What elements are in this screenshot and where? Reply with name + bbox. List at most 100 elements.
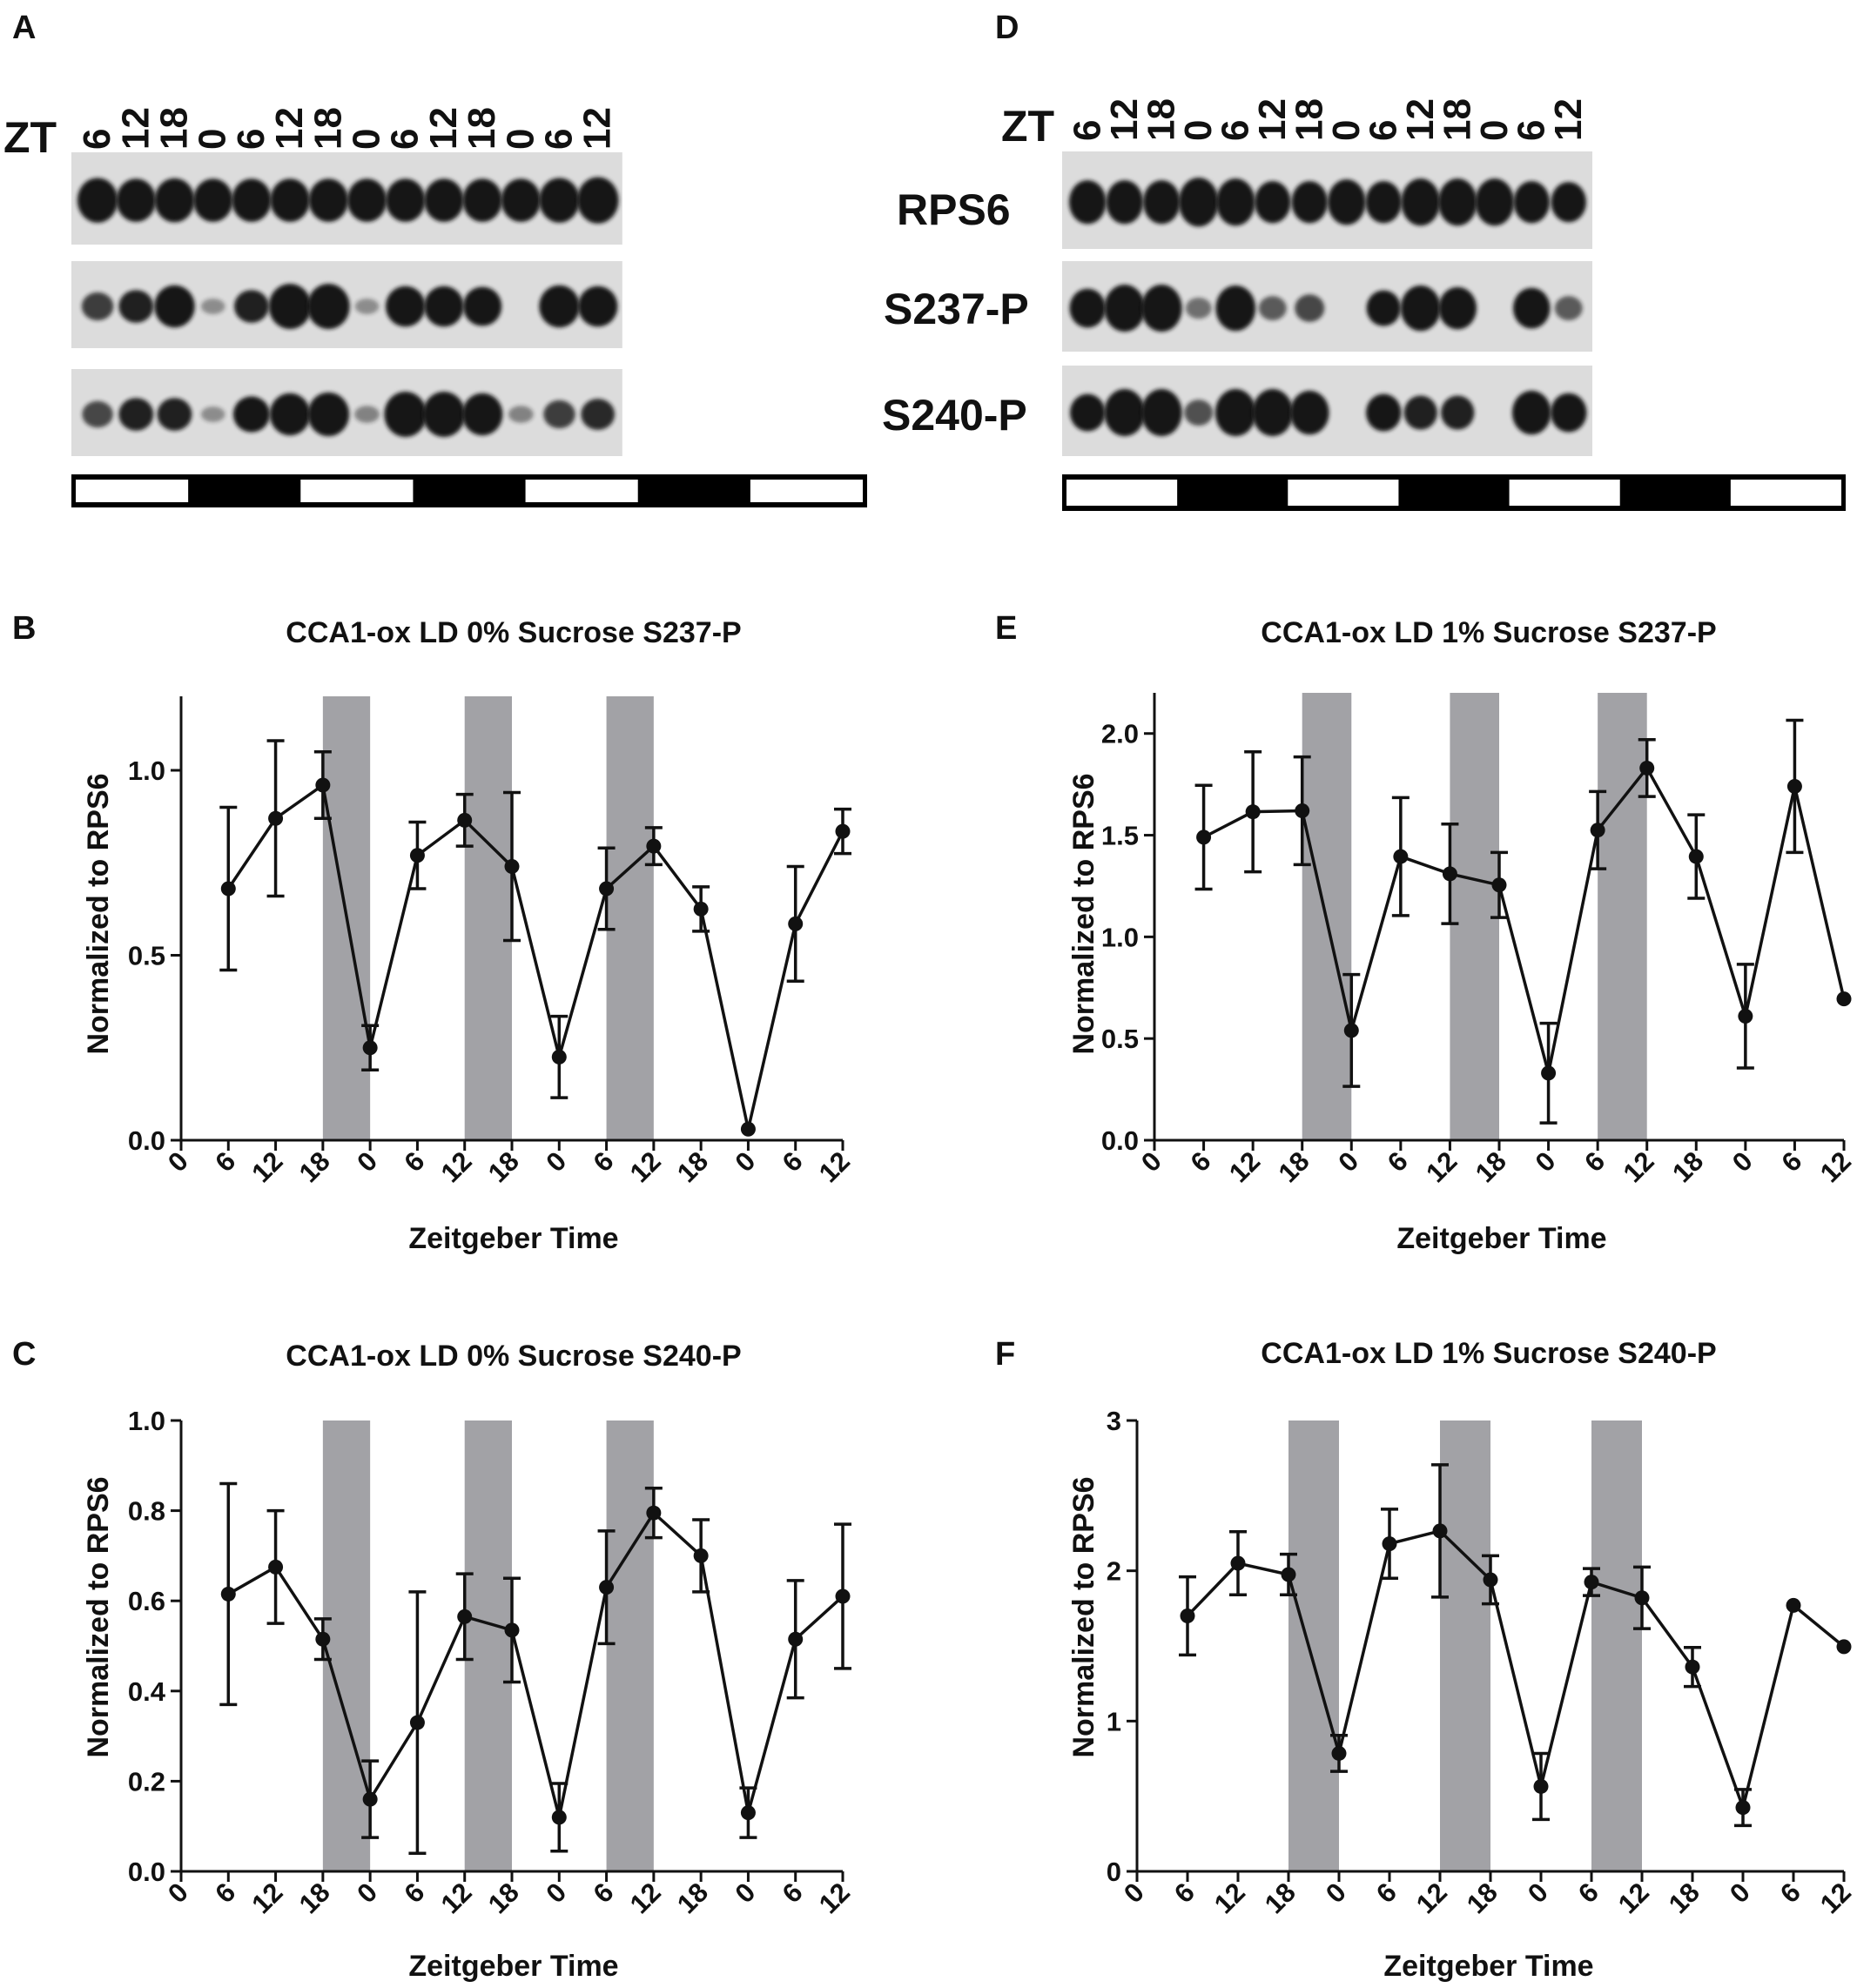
data-point	[457, 1609, 473, 1624]
blot-band	[1400, 285, 1441, 332]
x-tick-label: 6	[1168, 1877, 1201, 1909]
lane-label: 18	[306, 107, 349, 150]
x-tick-label: 12	[1223, 1145, 1266, 1188]
x-tick-label: 12	[1814, 1877, 1857, 1919]
lane-label: 0	[499, 129, 542, 150]
x-tick-label: 0	[1726, 1145, 1759, 1178]
panel-letter-c: C	[12, 1336, 36, 1373]
x-tick-label: 6	[1572, 1877, 1605, 1909]
y-tick-label: 1.0	[1101, 922, 1139, 952]
data-point	[1836, 1639, 1852, 1655]
lane-label: 6	[1066, 120, 1108, 141]
plot-area: 0.00.20.40.60.81.00 6 12 18 0 6 12 18 0 6 12 18 0 6 12	[128, 1406, 856, 1919]
blot-band	[1215, 285, 1256, 332]
x-tick-label: 12	[246, 1145, 288, 1188]
x-tick-label: 12	[435, 1877, 478, 1919]
blot-band	[1437, 178, 1477, 226]
blot-band	[118, 398, 154, 431]
blot-band	[200, 406, 225, 422]
data-point	[1393, 849, 1409, 864]
x-tick-label: 6	[777, 1877, 809, 1909]
chart-f: CCA1-ox LD 1% Sucrose S240-P Normalized …	[1067, 1337, 1857, 1983]
panel-letter-a: A	[12, 10, 36, 46]
y-tick-label: 0.0	[128, 1857, 165, 1887]
y-axis-title: Normalized to RPS6	[1067, 773, 1100, 1054]
x-tick-label: 0	[351, 1877, 383, 1909]
series-line	[226, 782, 844, 1130]
x-tick-label: 18	[1470, 1145, 1512, 1188]
dark-period-shade	[464, 696, 512, 1140]
lane-label: 18	[1436, 98, 1478, 141]
blot-band	[1214, 389, 1256, 437]
data-point	[315, 777, 331, 793]
ld-bar-light	[750, 480, 863, 502]
blot-band	[1185, 298, 1212, 319]
x-tick-label: 6	[588, 1145, 620, 1178]
dark-period-shade	[1288, 1420, 1339, 1871]
data-point	[1483, 1572, 1498, 1588]
dark-period-shade	[464, 1420, 512, 1871]
dark-period-shade	[1598, 693, 1647, 1140]
data-point	[788, 1631, 804, 1647]
x-tick-label: 6	[209, 1145, 241, 1178]
x-tick-label: 0	[162, 1877, 194, 1909]
x-tick-label: 6	[1370, 1877, 1403, 1909]
data-point	[1584, 1575, 1599, 1590]
x-tick-label: 0	[1332, 1145, 1364, 1178]
blot-band	[1551, 182, 1586, 223]
panel-letter-d: D	[995, 10, 1019, 46]
x-tick-label: 12	[813, 1145, 856, 1188]
lane-label: 12	[1251, 98, 1294, 141]
blot-band	[157, 398, 192, 431]
blot-band	[1252, 389, 1294, 437]
blot-band	[347, 178, 387, 222]
x-tick-label: 6	[398, 1145, 430, 1178]
blot-band	[539, 178, 580, 223]
lane-label: 6	[1362, 120, 1404, 141]
x-tick-label: 0	[729, 1145, 761, 1178]
lane-label: 12	[1547, 98, 1590, 141]
blot-band	[384, 392, 427, 437]
ld-bar-frame	[1062, 474, 1846, 511]
blot-band	[1070, 393, 1106, 432]
x-tick-label: 18	[671, 1145, 714, 1188]
blot-band	[501, 178, 541, 222]
blot-band	[154, 285, 195, 328]
blot-band	[1291, 181, 1328, 224]
data-point	[1786, 1597, 1801, 1613]
data-point	[1230, 1555, 1246, 1571]
data-point	[1196, 829, 1212, 845]
light-dark-bar	[71, 474, 867, 507]
blot-bands	[1062, 151, 1592, 456]
x-tick-label: 12	[1410, 1877, 1453, 1919]
panel-letter-f: F	[995, 1336, 1015, 1373]
data-point	[1245, 804, 1261, 820]
x-tick-label: 18	[1663, 1877, 1706, 1919]
blot-band	[1475, 178, 1515, 226]
chart-e: CCA1-ox LD 1% Sucrose S237-P Normalized …	[1067, 616, 1857, 1255]
ld-bar-frame	[71, 474, 867, 507]
dark-period-shade	[606, 696, 654, 1140]
y-tick-label: 0.8	[128, 1496, 165, 1527]
blot-band	[1140, 389, 1182, 437]
blot-band	[154, 178, 195, 223]
plot-area: 0.00.51.00 6 12 18 0 6 12 18 0 6 12 18 0 6 12	[128, 696, 856, 1188]
x-axis-title: Zeitgeber Time	[1383, 1950, 1593, 1983]
data-point	[1735, 1800, 1751, 1816]
y-tick-label: 3	[1107, 1406, 1121, 1436]
y-tick-label: 0.0	[1101, 1125, 1139, 1156]
x-tick-label: 0	[1530, 1145, 1562, 1178]
light-dark-bar	[1062, 474, 1846, 511]
blot-band	[1511, 390, 1551, 435]
x-tick-label: 0	[1724, 1877, 1756, 1909]
x-tick-label: 12	[435, 1145, 478, 1188]
data-point	[1685, 1659, 1700, 1675]
data-point	[1688, 849, 1704, 864]
blot-band	[269, 393, 311, 436]
blot-band	[1554, 296, 1583, 321]
data-point	[1491, 877, 1507, 893]
y-tick-label: 2.0	[1101, 719, 1139, 749]
